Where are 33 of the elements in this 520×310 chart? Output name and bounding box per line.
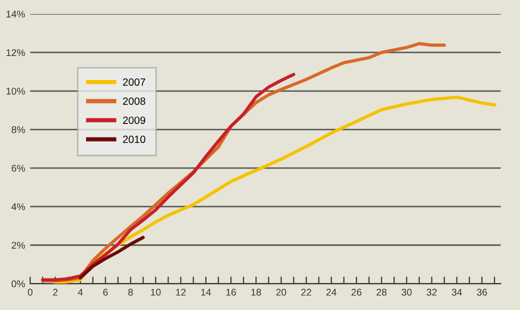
x-tick-label: 34 bbox=[452, 288, 462, 296]
x-tick-label: 16 bbox=[226, 288, 236, 296]
x-tick-label: 12 bbox=[176, 288, 186, 296]
x-tick-label: 10 bbox=[150, 288, 161, 296]
y-tick-label: 0% bbox=[12, 280, 25, 288]
y-tick-label: 12% bbox=[6, 49, 25, 56]
line-series bbox=[78, 236, 145, 280]
x-tick-label: 24 bbox=[326, 288, 336, 296]
x-tick-label: 18 bbox=[251, 288, 262, 296]
y-tick-label: 10% bbox=[6, 88, 25, 95]
y-tick-label: 14% bbox=[6, 10, 25, 18]
x-tick-label: 22 bbox=[301, 288, 312, 296]
y-tick-label: 4% bbox=[11, 203, 25, 210]
y-tick-label: 2% bbox=[12, 242, 25, 249]
x-tick-label: 28 bbox=[376, 288, 387, 296]
legend-label: 2008 bbox=[123, 97, 146, 105]
x-tick-label: 20 bbox=[276, 288, 286, 296]
x-tick-label: 32 bbox=[426, 288, 437, 296]
y-tick-label: 8% bbox=[12, 126, 25, 134]
x-tick-label: 4 bbox=[78, 288, 83, 296]
x-tick-label: 36 bbox=[476, 288, 487, 296]
x-tick-label: 6 bbox=[103, 288, 108, 296]
line-series bbox=[41, 72, 296, 282]
legend-label: 2009 bbox=[123, 116, 146, 124]
x-tick-label: 2 bbox=[53, 288, 58, 296]
y-tick-label: 6% bbox=[12, 164, 25, 172]
legend-label: 2007 bbox=[123, 78, 146, 86]
x-tick-label: 8 bbox=[128, 288, 133, 296]
legend-label: 2010 bbox=[123, 136, 146, 144]
x-tick-label: 26 bbox=[352, 288, 362, 296]
x-tick-label: 0 bbox=[28, 288, 32, 296]
x-tick-label: 30 bbox=[402, 288, 412, 296]
x-tick-label: 14 bbox=[201, 288, 211, 296]
